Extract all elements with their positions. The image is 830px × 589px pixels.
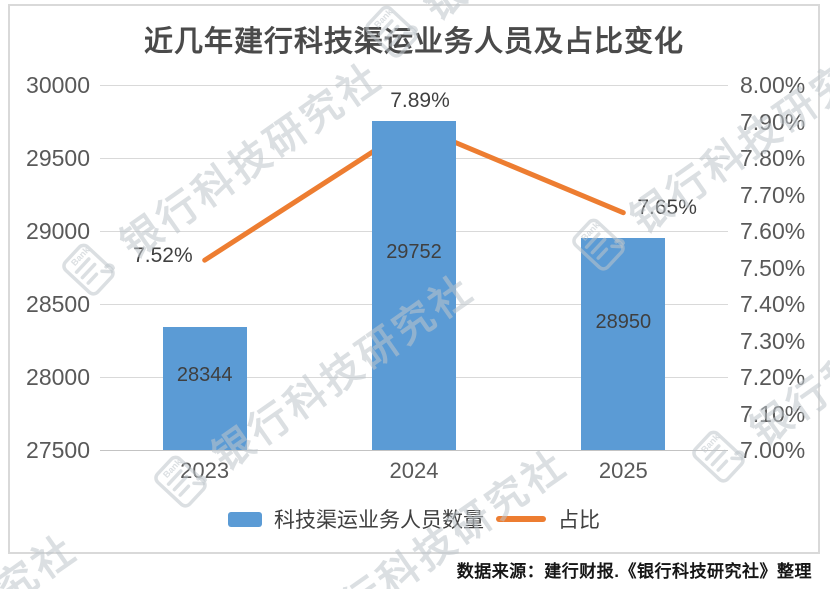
x-axis-label: 2023 — [180, 458, 230, 483]
right-axis-tick: 7.40% — [740, 291, 806, 317]
right-axis-tick: 7.10% — [740, 400, 806, 427]
x-axis-label: 2024 — [389, 458, 439, 483]
left-axis-tick: 27500 — [26, 437, 90, 463]
left-axis-tick: 29500 — [26, 145, 90, 171]
bar-2023 — [162, 326, 247, 450]
left-axis-tick: 30000 — [26, 72, 90, 98]
right-axis-tick: 7.90% — [740, 108, 806, 135]
right-axis: 8.00% 7.90% 7.80% 7.70% 7.60% 7.50% 7.40% 7.30%… — [740, 72, 820, 463]
chart-frame: 近几年建行科技渠运业务人员及占比变化 28344 29752 28950 7.52% 7… — [8, 4, 820, 554]
legend-bar-label: 科技渠运业务人员数量 — [274, 509, 484, 532]
left-axis-tick: 28500 — [26, 291, 90, 317]
right-axis-tick: 7.00% — [740, 437, 806, 463]
legend-bar-swatch — [228, 511, 262, 527]
bar-value-label: 28950 — [595, 310, 652, 333]
left-axis: 30000 29500 29000 28500 28000 27500 — [20, 72, 90, 463]
legend-line-swatch — [496, 516, 546, 522]
line-point-label: 7.65% — [637, 195, 697, 219]
bar-value-label: 28344 — [176, 364, 233, 387]
x-axis: 2023 2024 2025 — [100, 458, 728, 486]
right-axis-tick: 7.70% — [740, 181, 806, 208]
gridline — [100, 85, 728, 86]
right-axis-tick: 7.20% — [740, 364, 806, 390]
line-point-label: 7.52% — [133, 244, 193, 268]
right-axis-tick: 7.60% — [740, 218, 806, 244]
bar-value-label: 29752 — [386, 240, 442, 263]
bar-2025 — [581, 238, 666, 450]
bar-2024 — [372, 121, 456, 450]
legend-line-label: 占比 — [558, 509, 600, 532]
right-axis-tick: 8.00% — [740, 72, 806, 98]
left-axis-tick: 29000 — [26, 218, 90, 244]
plot-area: 28344 29752 28950 7.52% 7.89% 7.65% — [100, 85, 728, 451]
chart-title: 近几年建行科技渠运业务人员及占比变化 — [143, 26, 684, 58]
right-axis-tick: 7.30% — [740, 327, 806, 354]
legend: 科技渠运业务人员数量 占比 — [10, 504, 818, 534]
source-note: 数据来源：建行财报.《银行科技研究社》整理 — [456, 562, 812, 581]
right-axis-tick: 7.80% — [740, 145, 806, 171]
x-axis-label: 2025 — [598, 458, 648, 483]
gridline — [100, 450, 728, 451]
line-point-label: 7.89% — [390, 89, 450, 113]
right-axis-tick: 7.50% — [740, 254, 806, 281]
left-axis-tick: 28000 — [26, 364, 90, 390]
